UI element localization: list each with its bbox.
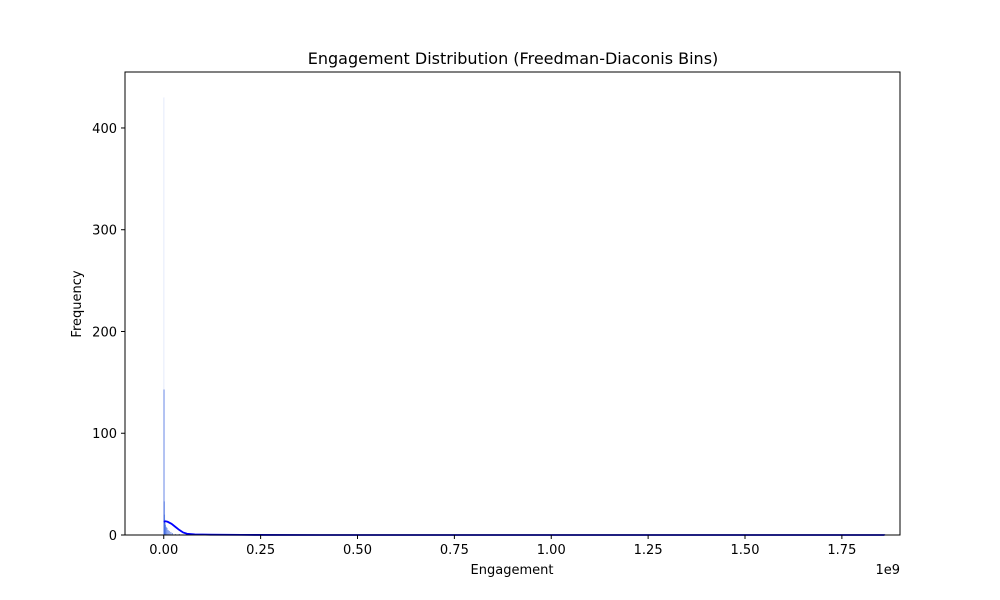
y-ticks-group: 0 100 200 300 400 (92, 122, 125, 544)
x-tick-label: 1.25 (634, 543, 663, 558)
histogram-bar (884, 533, 886, 535)
x-tick-label: 1.75 (827, 543, 856, 558)
x-offset-label: 1e9 (875, 563, 900, 578)
x-axis-label: Engagement (471, 563, 554, 578)
histogram-bar (171, 532, 173, 535)
y-axis-label: Frequency (70, 270, 85, 337)
y-tick-label: 100 (92, 427, 117, 442)
x-tick-label: 0.25 (246, 543, 275, 558)
histogram-bar (165, 526, 167, 535)
x-ticks-group: 0.00 0.25 0.50 0.75 1.00 1.25 1.50 1.75 (149, 535, 856, 558)
x-tick-label: 0.00 (149, 543, 178, 558)
x-tick-label: 1.50 (731, 543, 760, 558)
axes-frame (124, 71, 901, 536)
x-tick-label: 1.00 (537, 543, 566, 558)
y-tick-label: 200 (92, 325, 117, 340)
x-tick-label: 0.75 (440, 543, 469, 558)
chart-title: Engagement Distribution (Freedman-Diacon… (308, 49, 719, 68)
histogram-bar (163, 389, 165, 535)
y-tick-label: 0 (109, 529, 117, 544)
bars-group (163, 97, 886, 535)
histogram-bar (166, 527, 168, 535)
histogram-bar (174, 533, 177, 535)
histogram-bar (164, 524, 166, 535)
y-tick-label: 400 (92, 122, 117, 137)
histogram-bar (178, 533, 180, 535)
histogram-bar (163, 97, 165, 535)
y-tick-label: 300 (92, 224, 117, 239)
histogram-bar (170, 531, 172, 535)
x-tick-label: 0.50 (343, 543, 372, 558)
histogram-bar (167, 529, 169, 535)
histogram-bar (168, 530, 170, 535)
kde-line (163, 520, 885, 536)
